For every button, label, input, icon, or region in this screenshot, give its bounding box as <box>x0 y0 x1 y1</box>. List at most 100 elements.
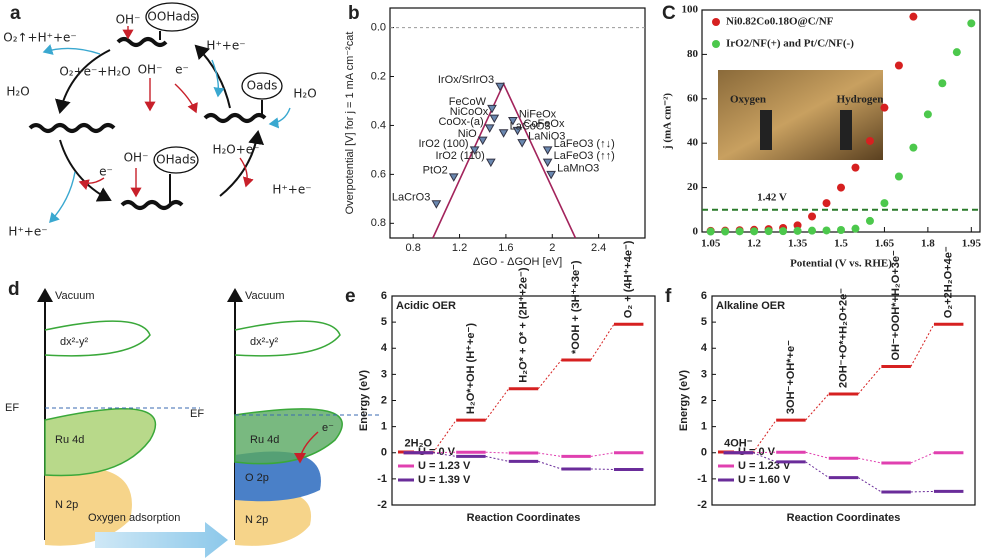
y-tick-label: 0.8 <box>371 217 386 229</box>
y-tick-label: 4 <box>701 342 708 354</box>
x-tick-label: 1.65 <box>875 238 895 250</box>
y-tick-label: 2 <box>381 394 387 406</box>
y-tick-label: 80 <box>687 48 699 60</box>
y-tick-label: -2 <box>377 499 387 511</box>
band-label: Oxygen adsorption <box>88 512 180 524</box>
y-tick-label: 4 <box>381 342 388 354</box>
cycle-label: H₂O <box>6 85 29 99</box>
x-tick-label: 1.05 <box>701 238 721 250</box>
cycle-label: OH⁻ <box>138 63 163 77</box>
panel-label: C <box>662 3 676 24</box>
legend-label: U = 0 V <box>738 446 776 458</box>
cycle-label: Oads <box>247 79 278 93</box>
panel-label: e <box>345 286 356 307</box>
x-tick-label: 0.8 <box>406 242 421 254</box>
data-point <box>967 19 976 28</box>
legend-label: U = 1.23 V <box>418 460 471 472</box>
cycle-label: H₂O+e⁻ <box>212 143 259 157</box>
step-label: H₂O* + O* + (2H⁺+2e⁻) <box>517 267 529 383</box>
data-point <box>793 221 802 230</box>
adsorbate-circle <box>153 146 199 174</box>
point-label: IrO2 (110) <box>436 150 485 162</box>
y-tick-label: 60 <box>687 92 699 104</box>
data-point <box>487 104 497 114</box>
n2p-band <box>45 467 132 546</box>
data-point <box>517 139 527 148</box>
connector <box>590 452 615 457</box>
adsorbate-circle <box>241 72 283 100</box>
point-label: LaFeO3 (↑↑) <box>554 150 615 162</box>
x-tick-label: 2.4 <box>591 242 606 254</box>
connector <box>910 323 935 367</box>
data-point <box>952 48 961 57</box>
data-point <box>512 126 523 136</box>
cycle-label: O₂↑+H⁺+e⁻ <box>3 31 77 45</box>
x-tick-label: 1.8 <box>921 238 935 250</box>
connector <box>858 457 882 464</box>
data-point <box>822 199 831 208</box>
panel-label: f <box>665 286 672 307</box>
band-label: EF <box>190 408 204 420</box>
band-label: dx²-y² <box>250 336 278 348</box>
d-orbital <box>44 320 151 357</box>
x-axis-label: Reaction Coordinates <box>467 512 581 524</box>
band-label: N 2p <box>245 514 268 526</box>
cycle-label: e⁻ <box>99 165 113 179</box>
point-label: FeCoW <box>449 96 487 108</box>
y-tick-label: 6 <box>381 290 387 302</box>
y-tick-label: -1 <box>697 473 707 485</box>
electrode <box>760 110 772 150</box>
y-axis-label: j (mA cm⁻²) <box>662 93 674 150</box>
band-label: N 2p <box>55 499 78 511</box>
plot-frame <box>389 7 646 239</box>
band-label: dx²-y² <box>60 336 88 348</box>
reaction-arrows <box>42 26 291 224</box>
cycle-label: H⁺+e⁻ <box>272 183 311 197</box>
y-axis-label: Energy (eV) <box>358 370 370 431</box>
legend-label: U = 1.60 V <box>738 474 791 486</box>
data-point <box>880 103 889 112</box>
data-point <box>469 146 480 155</box>
data-point <box>431 200 442 209</box>
cycle-label: O₂+e⁻+H₂O <box>59 65 130 79</box>
point-label: LaCoO3 <box>510 121 551 133</box>
x-tick-label: 1.2 <box>452 242 467 254</box>
data-point <box>495 82 505 92</box>
cycle-label: e⁻ <box>175 63 189 77</box>
step-label: 2OH⁻+O*+H₂O+2e⁻ <box>837 288 849 388</box>
connector <box>752 452 777 463</box>
data-point <box>851 224 860 233</box>
connector <box>805 461 830 478</box>
connector <box>910 490 934 493</box>
inset-label: Oxygen <box>730 94 766 106</box>
step-label: 3OH⁻+OH*+e⁻ <box>785 340 797 414</box>
connector <box>485 455 509 462</box>
y-axis-label: Energy (eV) <box>678 370 690 431</box>
connector <box>538 460 562 470</box>
x-tick-label: 1.2 <box>747 238 761 250</box>
y-tick-label: 5 <box>381 316 387 328</box>
y-tick-label: 20 <box>687 181 699 193</box>
y-tick-label: 0.0 <box>371 21 386 33</box>
connector <box>538 452 562 457</box>
y-tick-label: 1 <box>701 421 707 433</box>
panel-label: d <box>8 279 20 300</box>
data-point <box>851 163 860 172</box>
connector <box>590 468 614 470</box>
step-label: O₂+2H₂O+4e⁻ <box>943 246 955 318</box>
adsorbate-circle <box>145 2 199 32</box>
data-point <box>706 227 715 236</box>
y-tick-label: 3 <box>381 368 387 380</box>
point-label: IrOx/SrIrO3 <box>438 74 494 86</box>
y-tick-label: 40 <box>687 137 699 149</box>
step-label: H₂O*+OH (H⁺+e⁻) <box>465 323 477 414</box>
point-label: NiCoOx <box>450 106 489 118</box>
connector <box>857 477 882 493</box>
ru4d-band <box>44 408 157 477</box>
data-point <box>498 129 509 138</box>
data-point <box>542 158 553 168</box>
y-tick-label: 6 <box>701 290 707 302</box>
data-point <box>546 170 556 180</box>
connector <box>537 359 562 390</box>
